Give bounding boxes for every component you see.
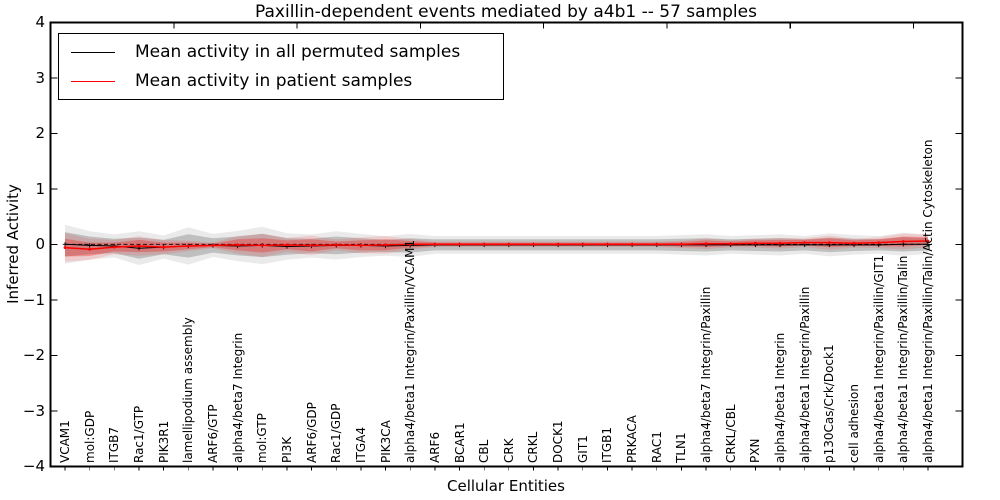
x-tick-label: PIK3R1 (156, 420, 171, 463)
x-tick-label: DOCK1 (551, 420, 566, 463)
x-tick-label: p130Cas/Crk/Dock1 (822, 344, 837, 463)
y-tick-label: 1 (35, 179, 45, 198)
dot-marker (186, 244, 190, 248)
x-tick-label: ITGB1 (600, 426, 615, 463)
x-tick-label: cell adhesion (847, 384, 862, 463)
x-axis-label: Cellular Entities (447, 477, 565, 495)
x-tick-label: PXN (748, 438, 763, 463)
x-tick-label: BCAR1 (452, 422, 467, 463)
permuted-line-sample (71, 51, 115, 53)
dot-marker (532, 242, 535, 246)
dot-marker (729, 242, 733, 246)
dot-marker (655, 242, 659, 246)
x-tick-label: alpha4/beta1 Integrin/Paxillin/GIT1 (871, 254, 886, 463)
dot-marker (88, 247, 92, 251)
x-tick-label: ARF6/GDP (304, 402, 319, 463)
x-tick-label: alpha4/beta1 Integrin/Paxillin/Talin/Act… (920, 139, 935, 463)
dot-marker (384, 243, 387, 247)
x-tick-label: CRK (501, 438, 516, 463)
dot-marker (778, 241, 782, 245)
x-tick-label: ARF6/GTP (205, 404, 220, 463)
y-tick-label: −3 (22, 401, 45, 420)
x-tick-label: alpha4/beta1 Integrin/Paxillin (797, 286, 812, 463)
dot-marker (852, 241, 856, 245)
dot-marker (877, 241, 881, 245)
y-tick-label: 4 (35, 13, 45, 32)
y-tick-label: 3 (35, 68, 45, 87)
y-tick-label: −4 (22, 457, 45, 476)
dot-marker (556, 242, 560, 246)
confidence-band (65, 232, 928, 259)
x-tick-label: mol:GDP (82, 410, 97, 463)
x-tick-label: alpha4/beta1 Integrin (773, 332, 788, 463)
x-tick-label: alpha4/beta1 Integrin/Paxillin/Talin (896, 255, 911, 463)
legend-label: Mean activity in patient samples (135, 71, 413, 91)
dot-marker (482, 242, 486, 246)
x-tick-label: lamellipodium assembly (181, 317, 196, 463)
x-tick-label: Rac1/GTP (131, 405, 146, 463)
x-tick-label: PRKACA (625, 415, 640, 463)
x-tick-label: mol:GTP (255, 413, 270, 463)
patient-mean-line (64, 240, 929, 251)
dot-marker (704, 242, 708, 246)
x-tick-label: alpha4/beta1 Integrin/Paxillin/VCAM1 (403, 239, 418, 463)
dot-marker (803, 241, 807, 245)
y-tick-label: −2 (22, 346, 45, 365)
y-tick-label: 0 (35, 235, 45, 254)
patient-line-sample (71, 80, 115, 82)
confidence-band (65, 236, 928, 257)
dot-marker (334, 243, 338, 247)
chart-title: Paxillin-dependent events mediated by a4… (255, 2, 757, 22)
dot-marker (162, 245, 166, 249)
confidence-band (65, 233, 928, 262)
dot-marker (581, 242, 585, 246)
y-tick-label: −1 (22, 290, 45, 309)
dot-marker (310, 244, 313, 247)
dot-marker (507, 242, 511, 246)
x-tick-label: TLN1 (674, 432, 689, 463)
dot-marker (260, 244, 264, 247)
dot-marker (63, 246, 67, 250)
legend-item-permuted: Mean activity in all permuted samples (67, 41, 493, 63)
y-tick-label: 2 (35, 124, 45, 143)
dot-marker (408, 242, 412, 246)
legend-item-patient: Mean activity in patient samples (67, 70, 493, 92)
dot-marker (112, 245, 116, 249)
dot-marker (359, 244, 363, 247)
dot-marker (285, 243, 289, 247)
x-tick-label: ITGB7 (107, 426, 122, 463)
dot-marker (433, 242, 437, 246)
dot-marker (753, 241, 757, 245)
dot-marker (680, 242, 683, 246)
x-tick-label: CBL (477, 439, 492, 463)
dot-marker (211, 244, 215, 247)
x-tick-label: CRKL/CBL (723, 404, 738, 463)
legend: Mean activity in all permuted samples Me… (58, 33, 504, 100)
dot-marker (630, 242, 634, 246)
x-tick-label: PIK3CA (378, 420, 393, 463)
x-tick-label: CRKL (526, 431, 541, 463)
x-tick-label: ITGA4 (353, 426, 368, 463)
dot-marker (458, 242, 461, 246)
x-tick-label: alpha4/beta7 Integrin (230, 332, 245, 463)
dot-marker (901, 240, 905, 243)
x-tick-label: GIT1 (575, 435, 590, 463)
x-tick-label: VCAM1 (58, 420, 72, 463)
dot-marker (827, 241, 831, 245)
x-tick-label: PI3K (279, 436, 294, 463)
legend-label: Mean activity in all permuted samples (135, 42, 461, 62)
dot-marker (137, 244, 141, 248)
x-tick-label: RAC1 (649, 431, 664, 463)
dot-marker (926, 239, 930, 243)
y-axis-label: Inferred Activity (4, 184, 22, 304)
dot-marker (236, 243, 239, 247)
x-tick-label: Rac1/GDP (329, 403, 344, 463)
x-tick-label: alpha4/beta7 Integrin/Paxillin (699, 286, 714, 463)
x-tick-label: ARF6 (427, 431, 442, 463)
dot-marker (606, 242, 609, 246)
